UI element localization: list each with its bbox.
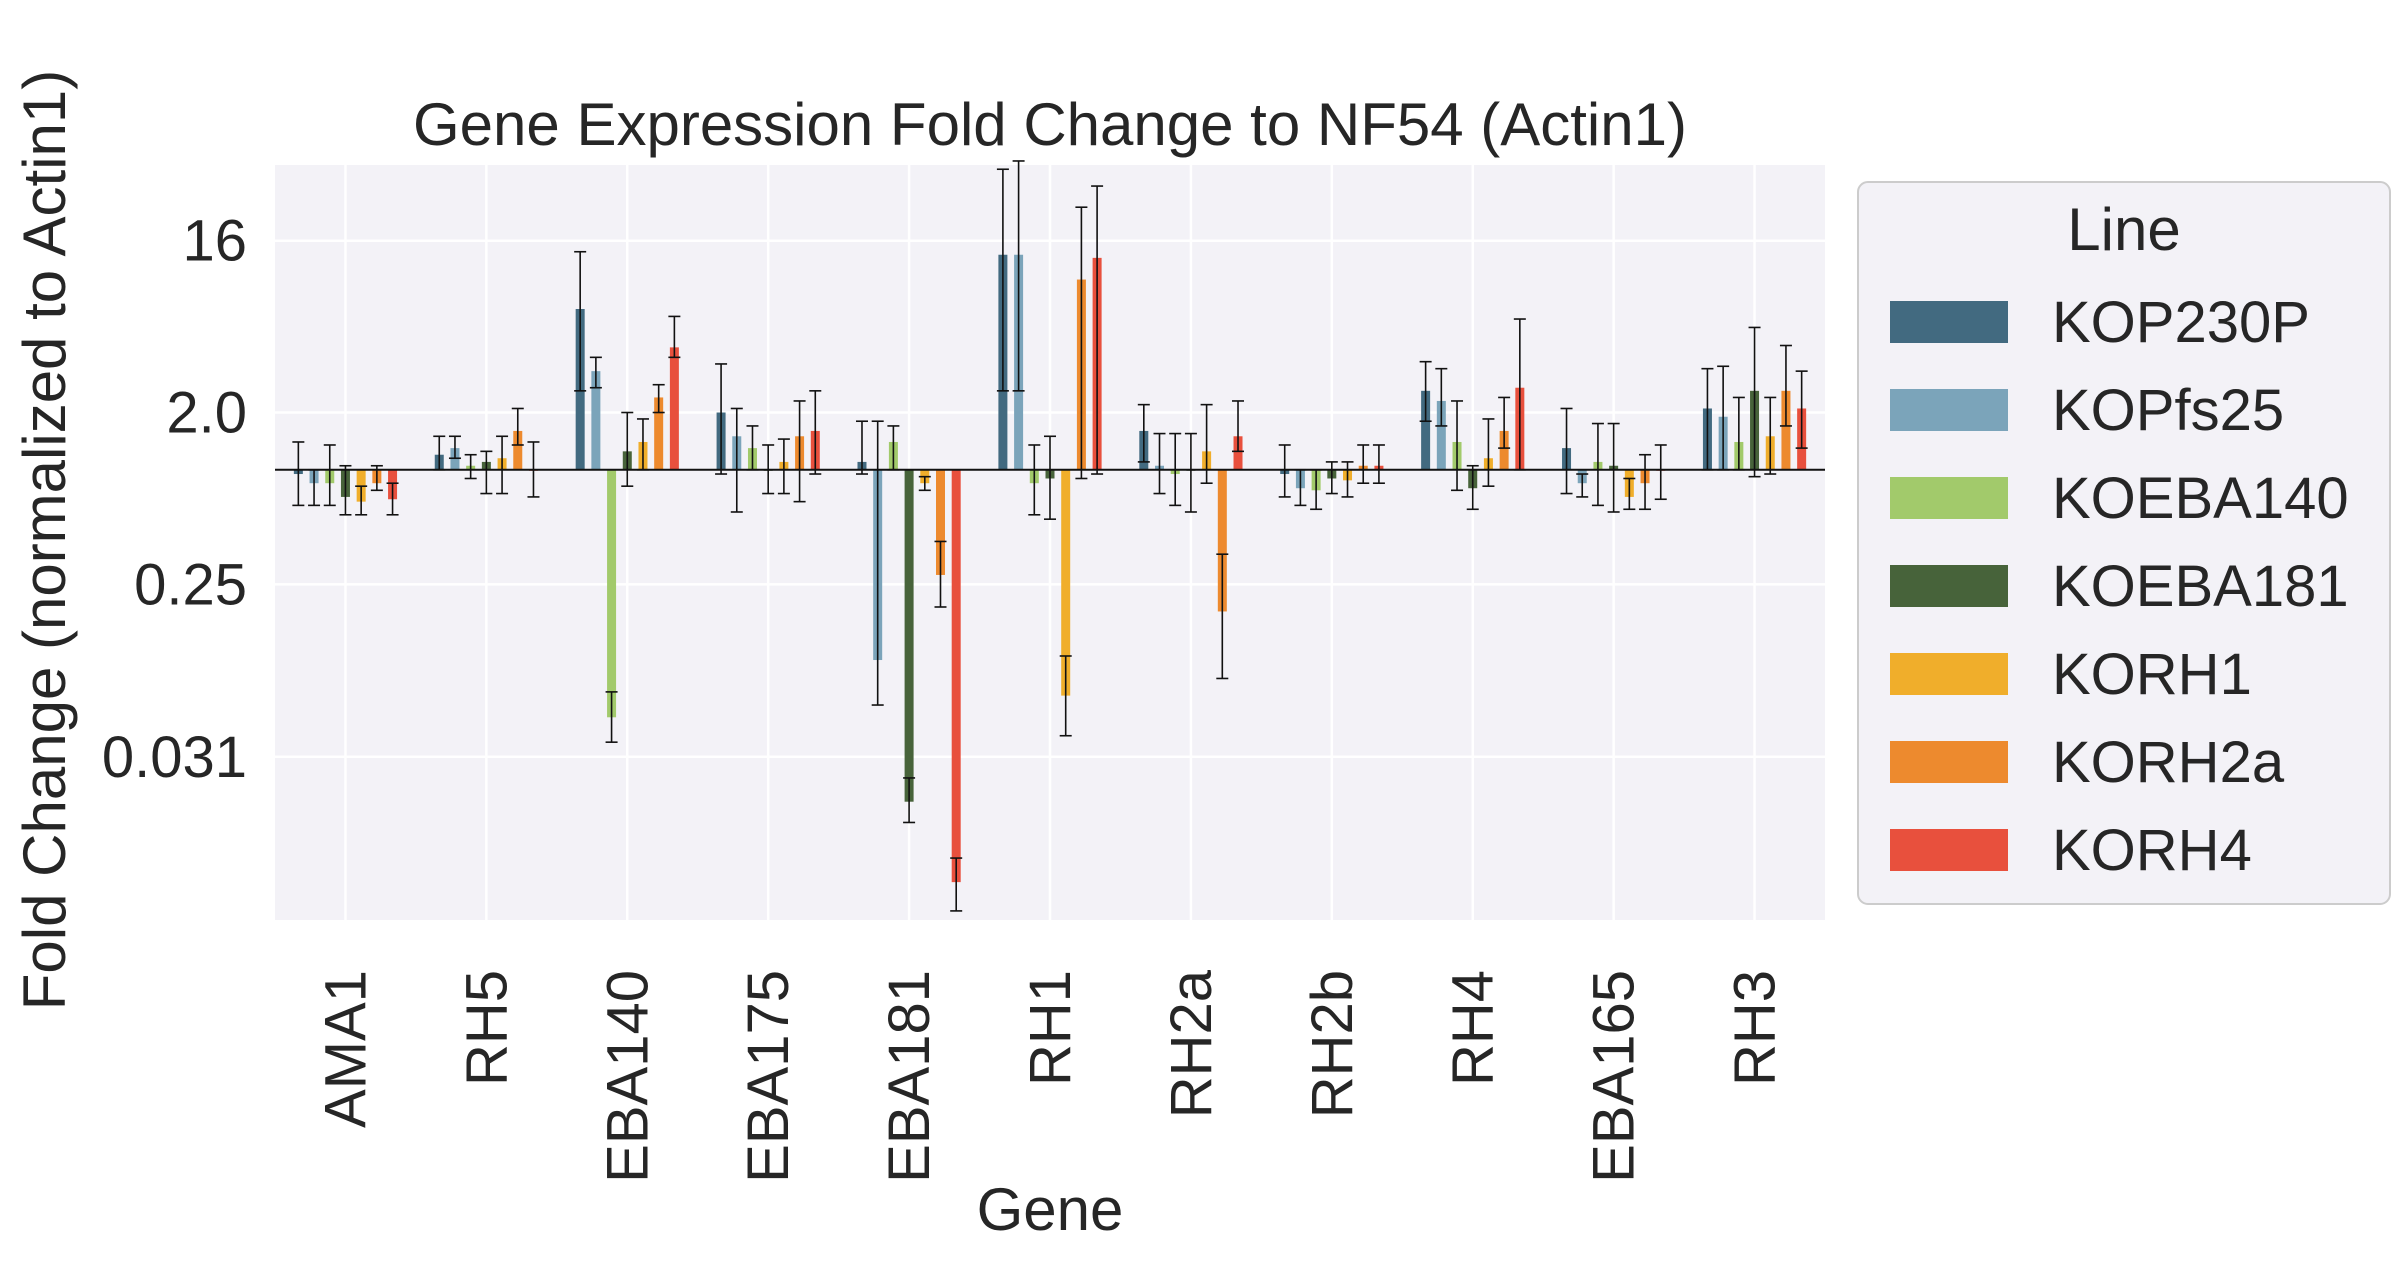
legend-title: Line	[2067, 196, 2180, 263]
x-axis-label: Gene	[977, 1176, 1124, 1243]
bar	[1061, 469, 1071, 696]
legend-box	[1857, 181, 2391, 905]
x-tick-label: RH3	[1723, 970, 1788, 1086]
y-axis-label: Fold Change (normalized to Actin1)	[11, 70, 78, 1011]
x-tick-labels: AMA1 RH5 EBA140 EBA175 EBA181 RH1 RH2a RH2b RH4 E…	[313, 969, 1787, 1183]
legend: Line KOP230P KOPfs25 KOEBA140 KOEBA181 KORH1…	[1857, 181, 2391, 905]
bar	[1499, 430, 1509, 470]
y-tick-labels: 16 2.0 0.25 0.031	[102, 209, 247, 790]
bar	[1217, 469, 1227, 612]
x-tick-label: EBA181	[877, 970, 942, 1183]
error-bars	[292, 160, 1808, 912]
bar	[654, 397, 664, 470]
legend-swatch	[1890, 389, 2008, 431]
x-tick-label: RH5	[454, 970, 519, 1086]
x-tick-label: RH2a	[1159, 969, 1224, 1118]
y-tick-label: 0.25	[134, 552, 247, 617]
y-tick-label: 2.0	[166, 381, 247, 446]
bar	[904, 469, 914, 802]
bar	[935, 469, 945, 575]
legend-swatch	[1890, 653, 2008, 695]
legend-swatch	[1890, 301, 2008, 343]
legend-label: KORH1	[2052, 642, 2252, 707]
x-tick-label: EBA175	[736, 970, 801, 1183]
x-tick-label: EBA140	[595, 970, 660, 1183]
bar	[607, 469, 617, 718]
chart-title: Gene Expression Fold Change to NF54 (Act…	[413, 91, 1687, 158]
legend-swatch	[1890, 741, 2008, 783]
legend-label: KOPfs25	[2052, 378, 2284, 443]
bar	[1421, 390, 1431, 470]
legend-swatch	[1890, 565, 2008, 607]
bar	[513, 430, 523, 470]
bar	[1233, 436, 1243, 470]
grid	[275, 165, 1825, 920]
legend-label: KOP230P	[2052, 290, 2310, 355]
legend-label: KOEBA140	[2052, 466, 2349, 531]
y-tick-label: 0.031	[102, 725, 247, 790]
x-tick-label: RH2b	[1300, 970, 1365, 1118]
bar	[1781, 390, 1791, 470]
x-tick-label: EBA165	[1582, 970, 1647, 1183]
legend-label: KORH4	[2052, 818, 2252, 883]
bar	[1436, 400, 1446, 470]
bar	[669, 347, 679, 470]
legend-swatch	[1890, 829, 2008, 871]
bar	[951, 469, 961, 883]
legend-swatch	[1890, 477, 2008, 519]
y-tick-label: 16	[182, 209, 247, 274]
legend-label: KOEBA181	[2052, 554, 2349, 619]
legend-label: KORH2a	[2052, 730, 2285, 795]
x-tick-label: AMA1	[313, 970, 378, 1128]
x-tick-label: RH4	[1441, 970, 1506, 1086]
bar	[591, 371, 601, 470]
x-tick-label: RH1	[1018, 970, 1083, 1086]
